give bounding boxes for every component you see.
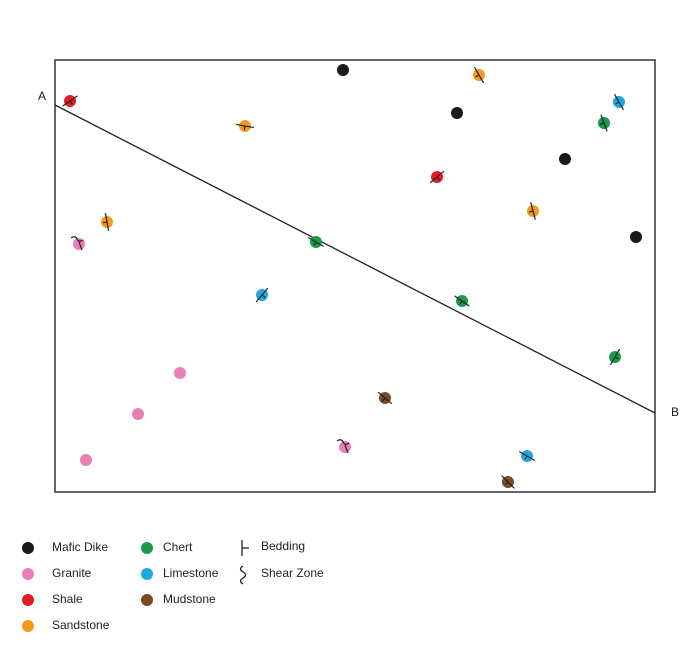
outcrop <box>559 153 571 165</box>
section-end-label: B <box>671 405 679 419</box>
outcrop <box>174 367 186 379</box>
legend-swatch <box>22 594 34 606</box>
shear-symbol <box>239 565 247 585</box>
bedding-symbol <box>241 540 249 556</box>
bedding-dip <box>381 397 386 402</box>
bedding-dip <box>615 101 620 105</box>
legend-label: Shale <box>52 592 83 606</box>
legend-label: Shear Zone <box>261 566 324 580</box>
outcrops <box>62 64 642 489</box>
legend: Mafic Dike Granite Shale Sandstone Chert Lime… <box>22 539 324 632</box>
legend-swatch <box>22 620 34 632</box>
bedding-dip <box>524 455 528 460</box>
bedding-dip <box>528 210 534 213</box>
outcrop <box>337 64 349 76</box>
legend-swatch <box>22 568 34 580</box>
map-frame <box>54 59 656 493</box>
bedding-dip <box>599 122 605 125</box>
legend-label: Chert <box>163 540 193 554</box>
legend-label: Mudstone <box>163 592 216 606</box>
legend-label: Mafic Dike <box>52 540 108 554</box>
legend-label: Bedding <box>261 539 305 553</box>
legend-label: Limestone <box>163 566 219 580</box>
outcrop <box>339 441 351 453</box>
bedding-dip <box>614 356 619 360</box>
legend-swatch <box>141 568 153 580</box>
outcrop <box>451 107 463 119</box>
bedding-dip <box>436 176 441 181</box>
outcrop <box>73 238 85 250</box>
shear-mark <box>70 236 84 251</box>
legend-label: Granite <box>52 566 92 580</box>
bedding-dip <box>504 481 509 486</box>
legend-swatch <box>22 542 34 554</box>
outcrop <box>132 408 144 420</box>
bedding-dip <box>243 125 246 131</box>
outcrop <box>80 454 92 466</box>
shear-mark <box>336 439 350 454</box>
bedding-dip <box>475 74 480 78</box>
legend-swatch <box>141 542 153 554</box>
outcrop <box>630 231 642 243</box>
bedding-dip <box>261 294 266 299</box>
bedding-dip <box>313 241 317 246</box>
section-line <box>54 104 656 414</box>
bedding-dip <box>459 300 463 305</box>
bedding-dip <box>102 221 108 224</box>
bedding-dip <box>69 100 73 105</box>
legend-label: Sandstone <box>52 618 110 632</box>
section-start-label: A <box>38 89 46 103</box>
legend-swatch <box>141 594 153 606</box>
